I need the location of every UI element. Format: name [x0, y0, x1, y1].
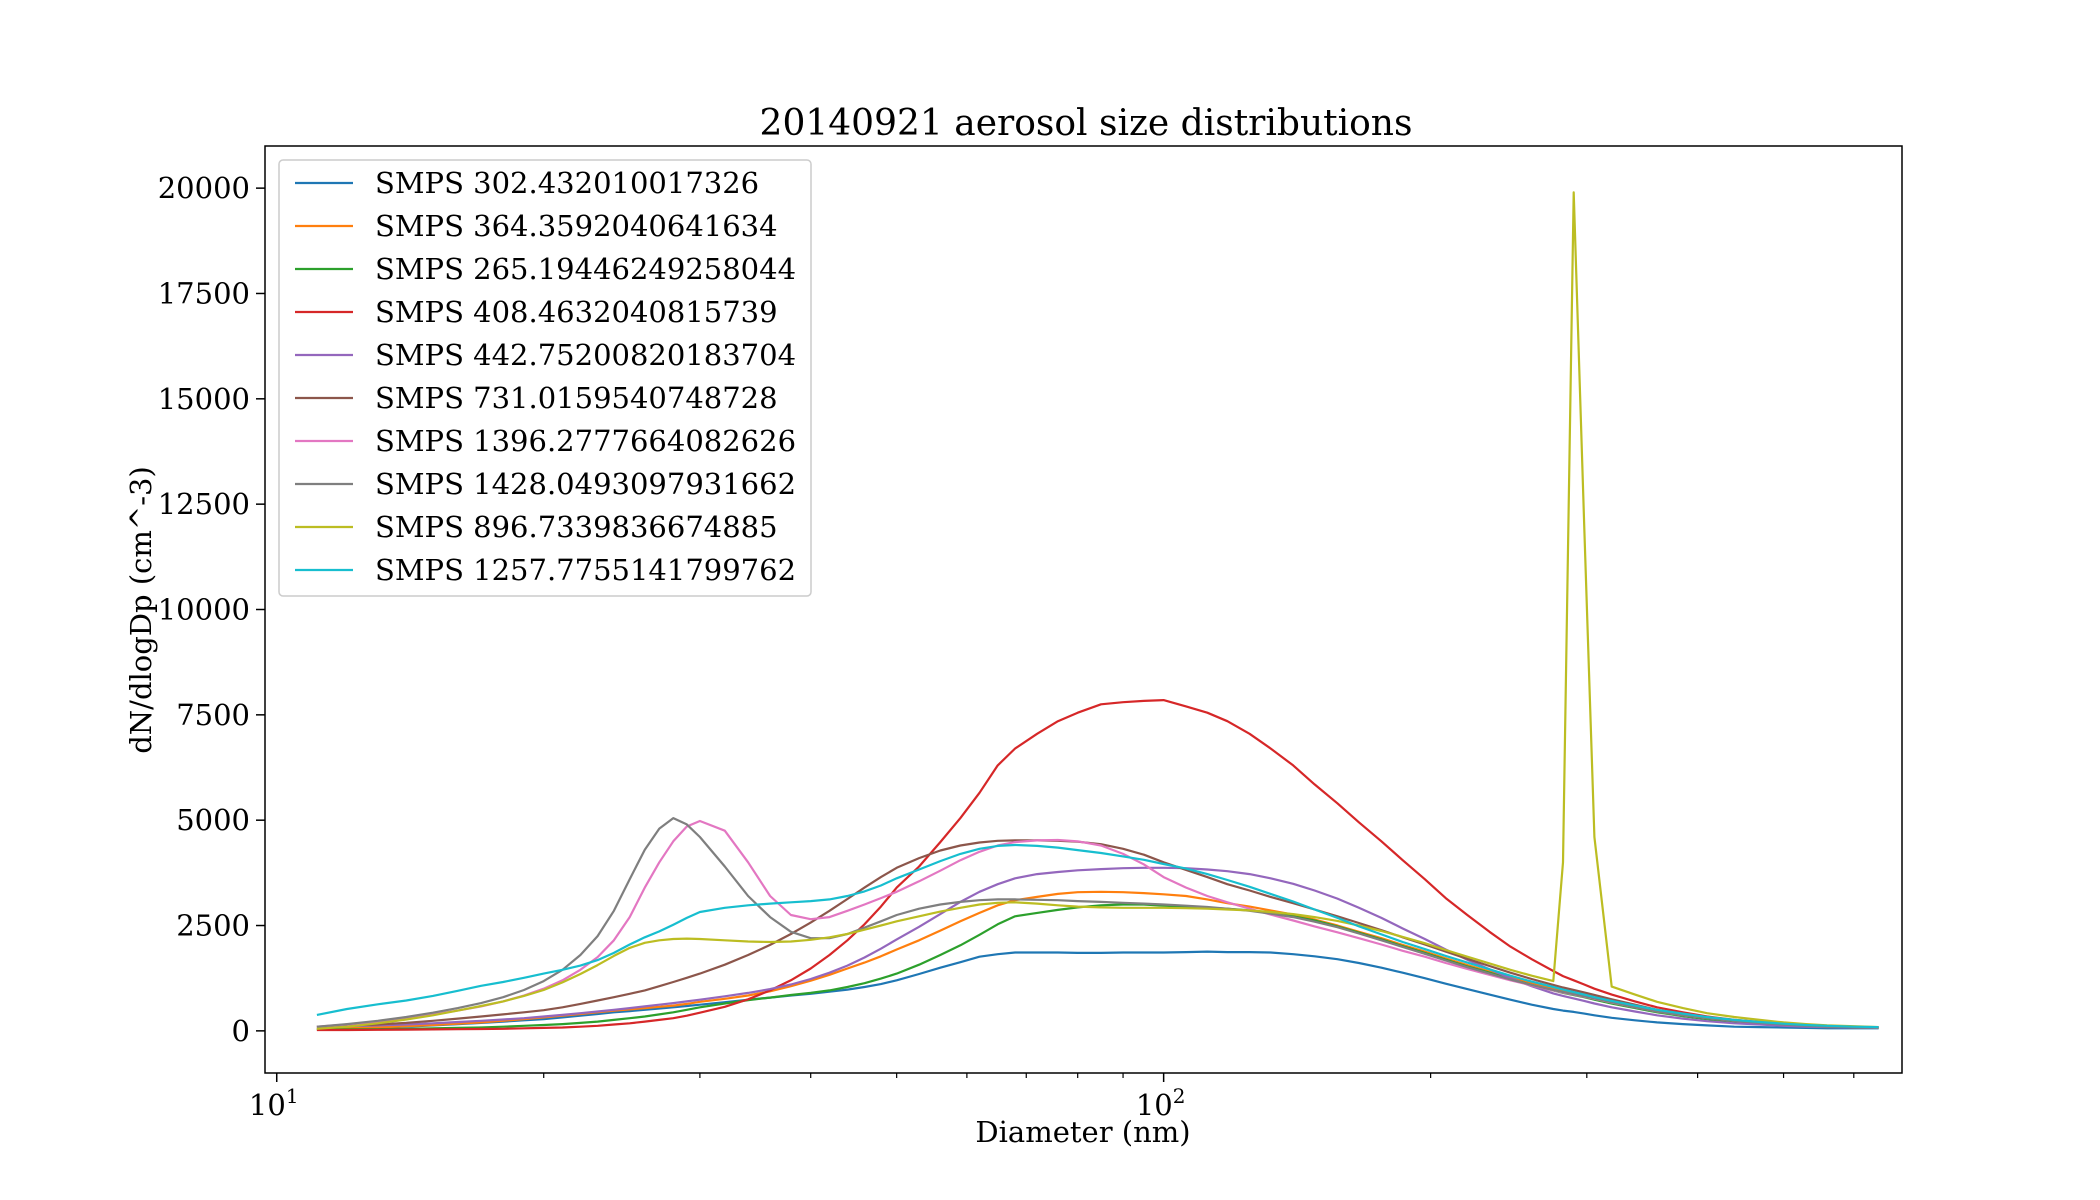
plot-frame — [264, 145, 1903, 1074]
series-line-4 — [316, 698, 1879, 1032]
y-tick-label: 12500 — [158, 487, 250, 521]
x-axis-minor-ticks — [543, 1073, 1855, 1078]
legend-label: SMPS 1396.2777664082626 — [375, 424, 796, 458]
x-tick-label: 102 — [1136, 1084, 1186, 1122]
y-axis-label: dN/dlogDp (cm^-3) — [124, 466, 158, 754]
y-tick-label: 2500 — [176, 909, 250, 943]
legend: SMPS 302.432010017326 SMPS 364.3592040641… — [278, 159, 812, 597]
y-tick-label: 17500 — [158, 276, 250, 310]
x-axis-label: Diameter (nm) — [975, 1115, 1190, 1149]
legend-label: SMPS 896.7339836674885 — [375, 510, 778, 544]
y-tick-label: 20000 — [158, 171, 250, 205]
x-tick-label: 101 — [249, 1084, 299, 1122]
legend-label: SMPS 302.432010017326 — [375, 166, 759, 200]
series-line-9 — [316, 191, 1879, 1030]
y-tick-label: 0 — [232, 1014, 250, 1048]
legend-label: SMPS 364.3592040641634 — [375, 209, 778, 243]
legend-label: SMPS 1428.0493097931662 — [375, 467, 796, 501]
y-axis-ticks: 0 2500 5000 7500 10000 12500 15000 17500 20000 — [158, 171, 265, 1048]
y-tick-label: 7500 — [176, 698, 250, 732]
legend-box — [278, 159, 812, 597]
y-tick-label: 5000 — [176, 803, 250, 837]
series-line-10 — [316, 843, 1879, 1029]
series-line-8 — [316, 816, 1879, 1029]
legend-label: SMPS 408.4632040815739 — [375, 295, 778, 329]
x-axis-ticks: 101 102 — [249, 1073, 1186, 1122]
y-tick-label: 15000 — [158, 382, 250, 416]
legend-label: SMPS 265.19446249258044 — [375, 252, 796, 286]
legend-label: SMPS 731.0159540748728 — [375, 381, 778, 415]
series-line-5 — [316, 866, 1879, 1029]
series-line-1 — [316, 950, 1879, 1030]
y-tick-label: 10000 — [158, 593, 250, 627]
legend-label: SMPS 1257.7755141799762 — [375, 553, 796, 587]
series-lines — [316, 191, 1879, 1032]
chart-title: 20140921 aerosol size distributions — [760, 103, 1413, 144]
legend-label: SMPS 442.75200820183704 — [375, 338, 796, 372]
